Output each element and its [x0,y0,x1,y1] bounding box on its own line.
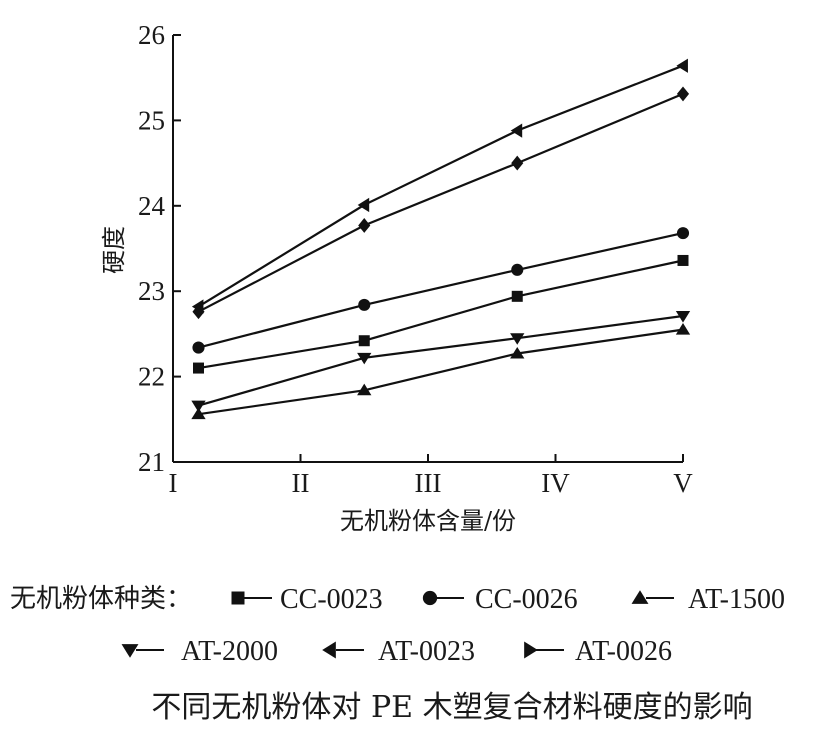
y-tick-label: 22 [138,362,165,392]
legend: 无机粉体种类： CC-0023 CC-0026 AT-1500 AT-2000 AT-00… [10,584,785,667]
legend-label-AT-0023: AT-0023 [378,636,475,667]
legend-marker-CC-0023 [231,591,245,605]
series-line-CC-0023 [198,259,684,370]
y-tick-label: 21 [138,447,165,477]
data-point-AT-2000 [357,352,372,365]
x-tick-label: I [169,468,178,498]
data-point-AT-0023 [510,123,523,138]
data-point-AT-0026 [511,155,524,171]
y-axis-title: 硬度 [100,226,128,274]
x-tick-label: III [415,468,442,498]
data-point-AT-1500 [675,323,691,335]
y-tick-label: 26 [138,20,165,50]
data-point-CC-0026 [676,227,690,240]
series-line-AT-0026 [197,92,684,313]
data-point-AT-0026 [676,86,690,102]
legend-marker-AT-0023 [322,641,336,659]
data-point-CC-0026 [192,341,205,354]
series-line-CC-0026 [198,232,684,349]
x-tick-label: II [292,468,310,498]
x-tick-label: IV [541,468,570,498]
x-tick-label: V [673,468,693,498]
legend-label-CC-0023: CC-0023 [280,584,383,615]
legend-label-CC-0026: CC-0026 [475,584,578,615]
data-point-AT-2000 [510,333,525,345]
series-line-AT-2000 [198,314,684,407]
series-line-AT-1500 [198,328,684,416]
data-point-CC-0023 [358,335,370,347]
legend-prefix: 无机粉体种类： [10,584,192,614]
data-point-AT-0026 [192,304,205,320]
data-point-CC-0026 [358,298,371,311]
data-point-AT-2000 [191,400,206,413]
legend-marker-AT-2000 [121,644,139,658]
legend-marker-AT-0026 [524,641,538,659]
legend-label-AT-1500: AT-1500 [688,584,785,615]
y-tick-label: 24 [138,191,166,221]
legend-label-AT-0026: AT-0026 [575,636,672,667]
y-tick-label: 23 [138,276,165,306]
legend-marker-CC-0026 [422,590,438,606]
data-point-CC-0023 [511,290,523,302]
data-point-CC-0023 [193,362,204,374]
data-point-AT-1500 [357,383,372,396]
data-point-CC-0026 [511,263,524,276]
y-tick-label: 25 [138,105,165,135]
series-line-AT-0023 [197,64,684,308]
legend-marker-AT-1500 [631,590,649,604]
legend-label-AT-2000: AT-2000 [181,636,278,667]
data-point-AT-0026 [358,218,371,233]
data-point-AT-0023 [357,197,370,213]
data-point-AT-1500 [191,407,206,420]
data-point-CC-0023 [677,254,689,266]
data-point-AT-0023 [676,58,688,73]
x-axis-title: 无机粉体含量/份 [340,507,516,535]
figure-caption: 不同无机粉体对 PE 木塑复合材料硬度的影响 [151,690,752,725]
data-point-AT-1500 [510,346,525,359]
data-point-AT-2000 [675,311,691,323]
